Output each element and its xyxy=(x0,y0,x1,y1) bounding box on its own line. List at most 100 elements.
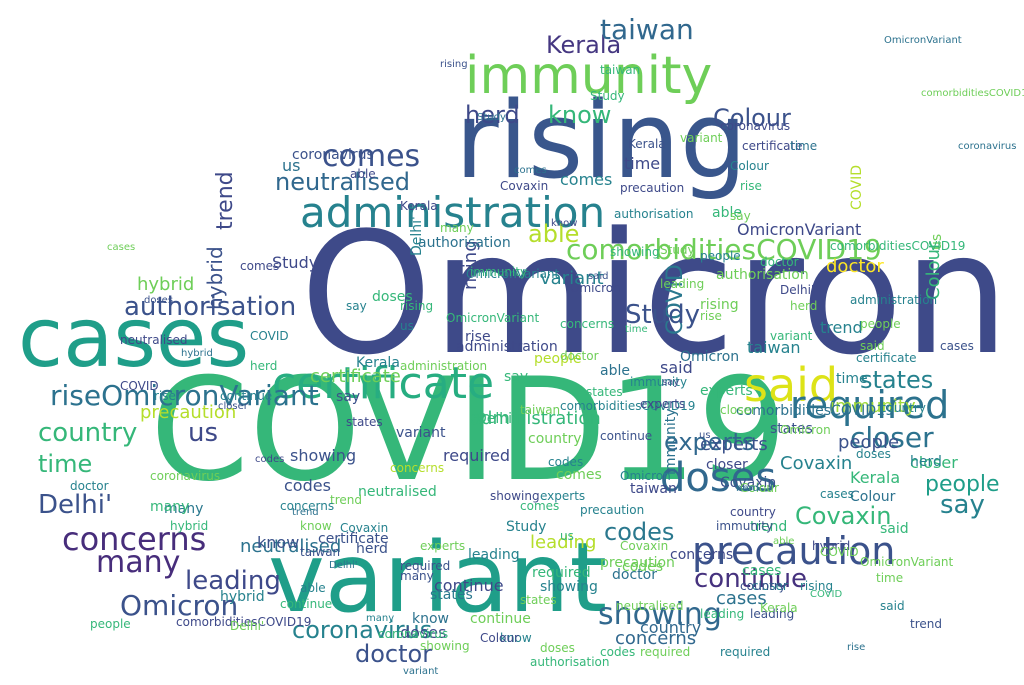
cloud-word: continue xyxy=(470,611,531,627)
cloud-word: herd xyxy=(736,483,759,494)
cloud-word: comorbiditiesCOVID19 xyxy=(830,239,966,253)
cloud-word: know xyxy=(300,519,332,533)
cloud-word: leading xyxy=(468,547,520,563)
cloud-word: showing xyxy=(490,489,540,503)
cloud-word: said xyxy=(588,271,609,282)
cloud-word: states xyxy=(346,415,383,429)
cloud-word: people xyxy=(534,351,582,367)
cloud-word: people xyxy=(838,432,900,453)
cloud-word: Kerala xyxy=(546,31,622,59)
cloud-word: able xyxy=(773,536,795,547)
cloud-word: Omicron xyxy=(570,281,621,295)
cloud-word: administration xyxy=(400,359,488,373)
cloud-word: say xyxy=(336,389,361,405)
cloud-word: closer xyxy=(218,401,248,412)
cloud-word: Delhi' xyxy=(230,619,265,633)
cloud-word: Study xyxy=(660,243,695,257)
cloud-word: said xyxy=(744,358,839,412)
cloud-word: certificate xyxy=(742,139,803,153)
cloud-word: Colour xyxy=(730,159,769,173)
cloud-word: continue xyxy=(694,564,808,594)
cloud-word: able xyxy=(300,581,326,595)
cloud-word: Omicron xyxy=(620,469,671,483)
cloud-word: leading xyxy=(185,566,281,596)
cloud-word: said xyxy=(860,339,885,353)
cloud-word: cases xyxy=(107,242,136,253)
cloud-word: know xyxy=(551,218,578,229)
cloud-word: us xyxy=(188,418,219,448)
cloud-word: concerns xyxy=(670,547,734,563)
cloud-word: time xyxy=(38,450,93,478)
cloud-word: comorbiditiesCOVID19 xyxy=(736,403,894,419)
cloud-word: states xyxy=(520,593,557,607)
cloud-word: riseOmicronVariant xyxy=(50,379,319,412)
cloud-word: closer xyxy=(720,403,756,417)
cloud-word: country xyxy=(528,431,582,447)
cloud-word: doses xyxy=(660,455,777,501)
cloud-word: hybrid xyxy=(203,246,227,310)
cloud-word: say xyxy=(730,209,751,223)
cloud-word: OmicronVariant xyxy=(884,35,962,46)
cloud-word: immunity xyxy=(630,375,688,389)
cloud-word: coronavirus xyxy=(292,147,374,163)
cloud-word: time xyxy=(836,371,868,387)
cloud-word: OmicronVariant xyxy=(860,555,954,569)
cloud-word: doctor xyxy=(612,567,657,583)
cloud-word: doses xyxy=(400,623,447,642)
cloud-word: states xyxy=(860,366,934,394)
cloud-word: administration xyxy=(850,293,938,307)
cloud-word: concerns xyxy=(62,520,207,558)
cloud-word: hybrid xyxy=(181,348,213,359)
cloud-word: many xyxy=(164,501,204,517)
cloud-word: people xyxy=(90,617,131,631)
cloud-word: closer xyxy=(706,457,748,473)
cloud-word: Delhi' xyxy=(38,490,113,520)
cloud-word: COVID19 xyxy=(150,348,788,513)
cloud-word: codes xyxy=(622,559,664,575)
cloud-word: cases xyxy=(940,339,974,353)
cloud-word: people xyxy=(700,249,741,263)
cloud-word: leading xyxy=(750,607,795,621)
cloud-word: Delhi' xyxy=(476,411,516,427)
cloud-word: precaution xyxy=(140,402,237,423)
cloud-word: country xyxy=(640,618,702,637)
cloud-word: Omicron xyxy=(300,196,1010,392)
cloud-word: know xyxy=(500,631,532,645)
cloud-word: us xyxy=(699,430,711,441)
cloud-word: Colour xyxy=(713,104,791,132)
cloud-word: rise xyxy=(700,309,722,323)
cloud-word: time xyxy=(625,324,648,335)
cloud-word: said xyxy=(880,521,909,537)
cloud-word: comes xyxy=(560,170,613,189)
cloud-word: cases xyxy=(716,588,767,609)
cloud-word: doctor xyxy=(760,255,799,269)
cloud-word: herd xyxy=(910,454,942,470)
cloud-word: immunity xyxy=(716,519,774,533)
cloud-word: doctor xyxy=(560,349,599,363)
cloud-word: variant xyxy=(403,666,439,677)
cloud-word: showing xyxy=(540,579,598,595)
cloud-word: neutralised xyxy=(240,536,342,557)
cloud-word: Study xyxy=(625,300,701,330)
cloud-word: know xyxy=(257,533,300,552)
cloud-word: codes xyxy=(255,454,285,465)
cloud-word: taiwan xyxy=(520,403,561,417)
cloud-word: Omicron xyxy=(120,589,239,622)
cloud-word: certificate xyxy=(318,531,389,547)
cloud-word: time xyxy=(624,154,661,173)
cloud-word: concerns xyxy=(615,628,697,649)
cloud-word: leading xyxy=(700,607,745,621)
cloud-word: comes xyxy=(520,499,560,513)
cloud-word: hybrid xyxy=(170,519,209,533)
cloud-word: leading xyxy=(660,277,705,291)
cloud-word: hybrid xyxy=(220,589,265,605)
cloud-word: comes xyxy=(514,165,547,176)
cloud-word: many xyxy=(366,613,395,624)
cloud-word: required xyxy=(790,383,950,427)
cloud-word: leading xyxy=(530,532,597,553)
cloud-word: able xyxy=(600,363,630,379)
cloud-word: comorbiditiesCOVID19 xyxy=(566,233,882,266)
cloud-word: administration xyxy=(300,188,606,237)
cloud-word: Delhi' xyxy=(780,283,815,297)
